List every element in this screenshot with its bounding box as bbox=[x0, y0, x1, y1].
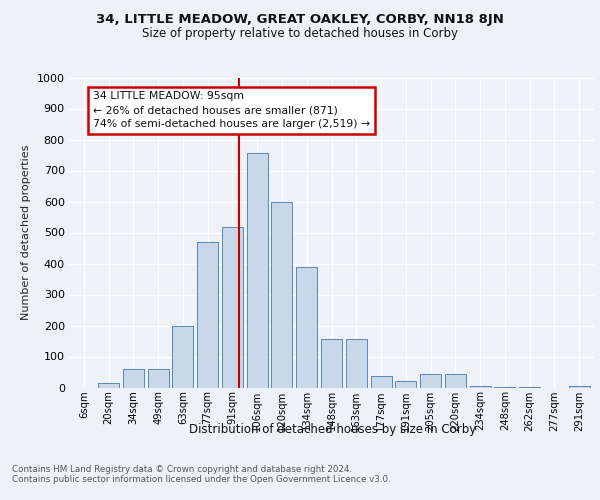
Bar bbox=[445, 374, 466, 388]
Bar bbox=[371, 376, 392, 388]
Text: Size of property relative to detached houses in Corby: Size of property relative to detached ho… bbox=[142, 28, 458, 40]
Text: Distribution of detached houses by size in Corby: Distribution of detached houses by size … bbox=[190, 422, 476, 436]
Bar bbox=[321, 339, 342, 388]
Bar bbox=[98, 384, 119, 388]
Y-axis label: Number of detached properties: Number of detached properties bbox=[21, 145, 31, 320]
Bar bbox=[296, 267, 317, 388]
Text: 34, LITTLE MEADOW, GREAT OAKLEY, CORBY, NN18 8JN: 34, LITTLE MEADOW, GREAT OAKLEY, CORBY, … bbox=[96, 12, 504, 26]
Bar bbox=[346, 338, 367, 388]
Bar bbox=[247, 153, 268, 388]
Bar bbox=[494, 387, 515, 388]
Bar bbox=[271, 202, 292, 388]
Bar bbox=[470, 386, 491, 388]
Bar bbox=[569, 386, 590, 388]
Text: Contains HM Land Registry data © Crown copyright and database right 2024.
Contai: Contains HM Land Registry data © Crown c… bbox=[12, 465, 391, 484]
Bar bbox=[172, 326, 193, 388]
Bar bbox=[395, 380, 416, 388]
Bar bbox=[148, 369, 169, 388]
Bar bbox=[197, 242, 218, 388]
Bar bbox=[123, 369, 144, 388]
Text: 34 LITTLE MEADOW: 95sqm
← 26% of detached houses are smaller (871)
74% of semi-d: 34 LITTLE MEADOW: 95sqm ← 26% of detache… bbox=[92, 92, 370, 130]
Bar bbox=[420, 374, 441, 388]
Bar bbox=[222, 226, 243, 388]
